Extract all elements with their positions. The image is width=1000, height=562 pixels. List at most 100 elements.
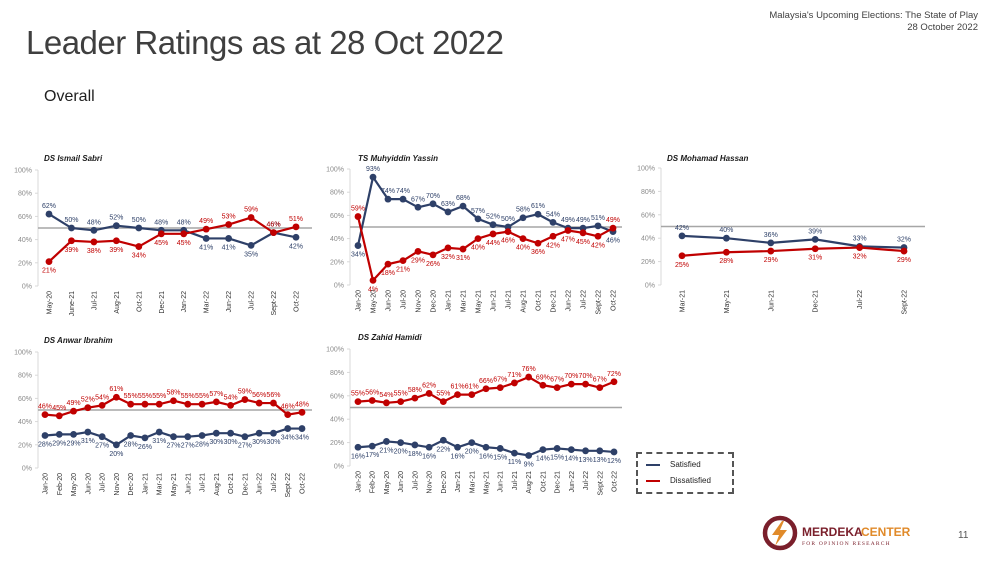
data-label-satisfied: 12% — [607, 458, 621, 465]
data-point-satisfied — [468, 439, 476, 446]
data-point-dissatisfied — [594, 232, 602, 240]
legend-label-satisfied: Satisfied — [670, 460, 701, 469]
data-label-satisfied: 30% — [252, 439, 266, 446]
chart-title: TS Muhyiddin Yassin — [358, 154, 438, 163]
data-label-satisfied: 30% — [224, 439, 238, 446]
section-title: Overall — [44, 88, 95, 105]
data-point-dissatisfied — [610, 378, 618, 386]
data-label-dissatisfied: 31% — [456, 255, 470, 262]
data-point-dissatisfied — [90, 238, 98, 246]
data-point-dissatisfied — [723, 248, 730, 256]
x-tick-label: Nov-20 — [114, 473, 121, 496]
data-point-dissatisfied — [98, 401, 106, 409]
data-point-satisfied — [225, 235, 233, 242]
data-label-satisfied: 20% — [465, 449, 479, 456]
data-point-satisfied — [383, 438, 390, 445]
data-point-dissatisfied — [202, 225, 210, 233]
data-label-dissatisfied: 59% — [244, 207, 258, 214]
x-tick-label: Feb-20 — [370, 471, 377, 493]
y-tick-label: 100% — [637, 166, 655, 173]
x-tick-label: Aug-21 — [214, 473, 221, 496]
data-point-satisfied — [399, 195, 407, 203]
x-tick-label: Sept-22 — [596, 290, 603, 315]
data-point-dissatisfied — [582, 380, 589, 388]
x-tick-label: Nov-20 — [416, 290, 423, 313]
x-tick-label: Jan-21 — [142, 473, 149, 495]
data-point-satisfied — [596, 447, 604, 455]
data-label-dissatisfied: 56% — [266, 392, 280, 399]
data-label-dissatisfied: 67% — [593, 377, 607, 384]
y-tick-label: 20% — [330, 259, 344, 266]
y-tick-label: 40% — [641, 236, 655, 243]
x-tick-label: Jun-21 — [768, 290, 775, 312]
data-label-dissatisfied: 39% — [64, 247, 78, 254]
x-tick-label: Jun-22 — [569, 471, 576, 493]
data-point-satisfied — [549, 218, 557, 226]
data-label-satisfied: 50% — [132, 217, 146, 224]
logo-subtitle: FOR OPINION RESEARCH — [802, 541, 891, 547]
y-tick-label: 20% — [330, 440, 344, 447]
data-point-dissatisfied — [553, 384, 561, 392]
data-label-satisfied: 74% — [396, 188, 410, 195]
x-tick-label: Dec-21 — [551, 290, 558, 313]
data-point-dissatisfied — [112, 237, 120, 245]
data-label-dissatisfied: 70% — [579, 373, 593, 380]
legend-swatch-satisfied — [646, 463, 660, 466]
data-label-dissatisfied: 56% — [365, 389, 379, 396]
data-point-dissatisfied — [292, 223, 300, 231]
data-label-satisfied: 27% — [166, 443, 180, 450]
data-point-dissatisfied — [241, 396, 249, 403]
x-tick-label: Sept-22 — [902, 290, 909, 315]
x-tick-label: Jun-20 — [386, 290, 393, 312]
data-label-satisfied: 36% — [764, 232, 778, 239]
data-label-satisfied: 35% — [244, 251, 258, 258]
x-tick-label: Nov-20 — [427, 471, 434, 494]
data-point-dissatisfied — [225, 221, 233, 228]
data-point-satisfied — [247, 242, 255, 249]
data-point-satisfied — [811, 235, 819, 243]
data-label-satisfied: 74% — [381, 188, 395, 195]
data-point-dissatisfied — [511, 379, 518, 387]
data-point-dissatisfied — [41, 411, 49, 419]
x-tick-label: Mar-21 — [461, 290, 468, 312]
logo-text-accent: CENTER — [861, 525, 910, 539]
x-tick-label: Jan-22 — [181, 291, 188, 313]
data-label-dissatisfied: 55% — [124, 393, 138, 400]
data-label-satisfied: 41% — [199, 244, 213, 251]
data-point-satisfied — [411, 441, 419, 449]
data-label-dissatisfied: 57% — [209, 391, 223, 398]
y-tick-label: 0% — [22, 284, 32, 291]
y-tick-label: 20% — [18, 260, 32, 267]
x-tick-label: May-20 — [384, 471, 391, 494]
report-header-note: Malaysia's Upcoming Elections: The State… — [769, 10, 978, 34]
x-tick-label: Dec-20 — [431, 290, 438, 313]
data-point-dissatisfied — [157, 230, 165, 238]
y-tick-label: 0% — [22, 466, 32, 473]
data-label-satisfied: 21% — [379, 447, 393, 454]
chart-title: DS Anwar Ibrahim — [44, 336, 113, 345]
legend-item-satisfied: Satisfied — [646, 460, 701, 469]
y-tick-label: 100% — [326, 347, 344, 354]
y-tick-label: 100% — [326, 167, 344, 174]
x-tick-label: Sept-22 — [271, 291, 278, 316]
data-label-satisfied: 34% — [295, 435, 309, 442]
x-tick-label: Jul-22 — [249, 291, 256, 310]
data-point-dissatisfied — [454, 391, 461, 399]
data-label-satisfied: 68% — [456, 195, 470, 202]
data-point-dissatisfied — [425, 390, 433, 397]
legend-item-dissatisfied: Dissatisfied — [646, 476, 711, 485]
data-label-dissatisfied: 45% — [154, 240, 168, 247]
data-point-satisfied — [459, 202, 467, 210]
y-tick-label: 60% — [18, 214, 32, 221]
y-tick-label: 100% — [14, 168, 32, 175]
data-point-satisfied — [384, 195, 392, 203]
data-point-satisfied — [41, 432, 49, 439]
data-point-satisfied — [368, 442, 376, 450]
report-date: 28 October 2022 — [907, 22, 978, 33]
x-tick-label: Aug-21 — [114, 291, 121, 314]
data-point-dissatisfied — [596, 384, 604, 392]
data-point-dissatisfied — [227, 401, 235, 409]
data-label-dissatisfied: 55% — [181, 393, 195, 400]
data-label-satisfied: 30% — [266, 439, 280, 446]
